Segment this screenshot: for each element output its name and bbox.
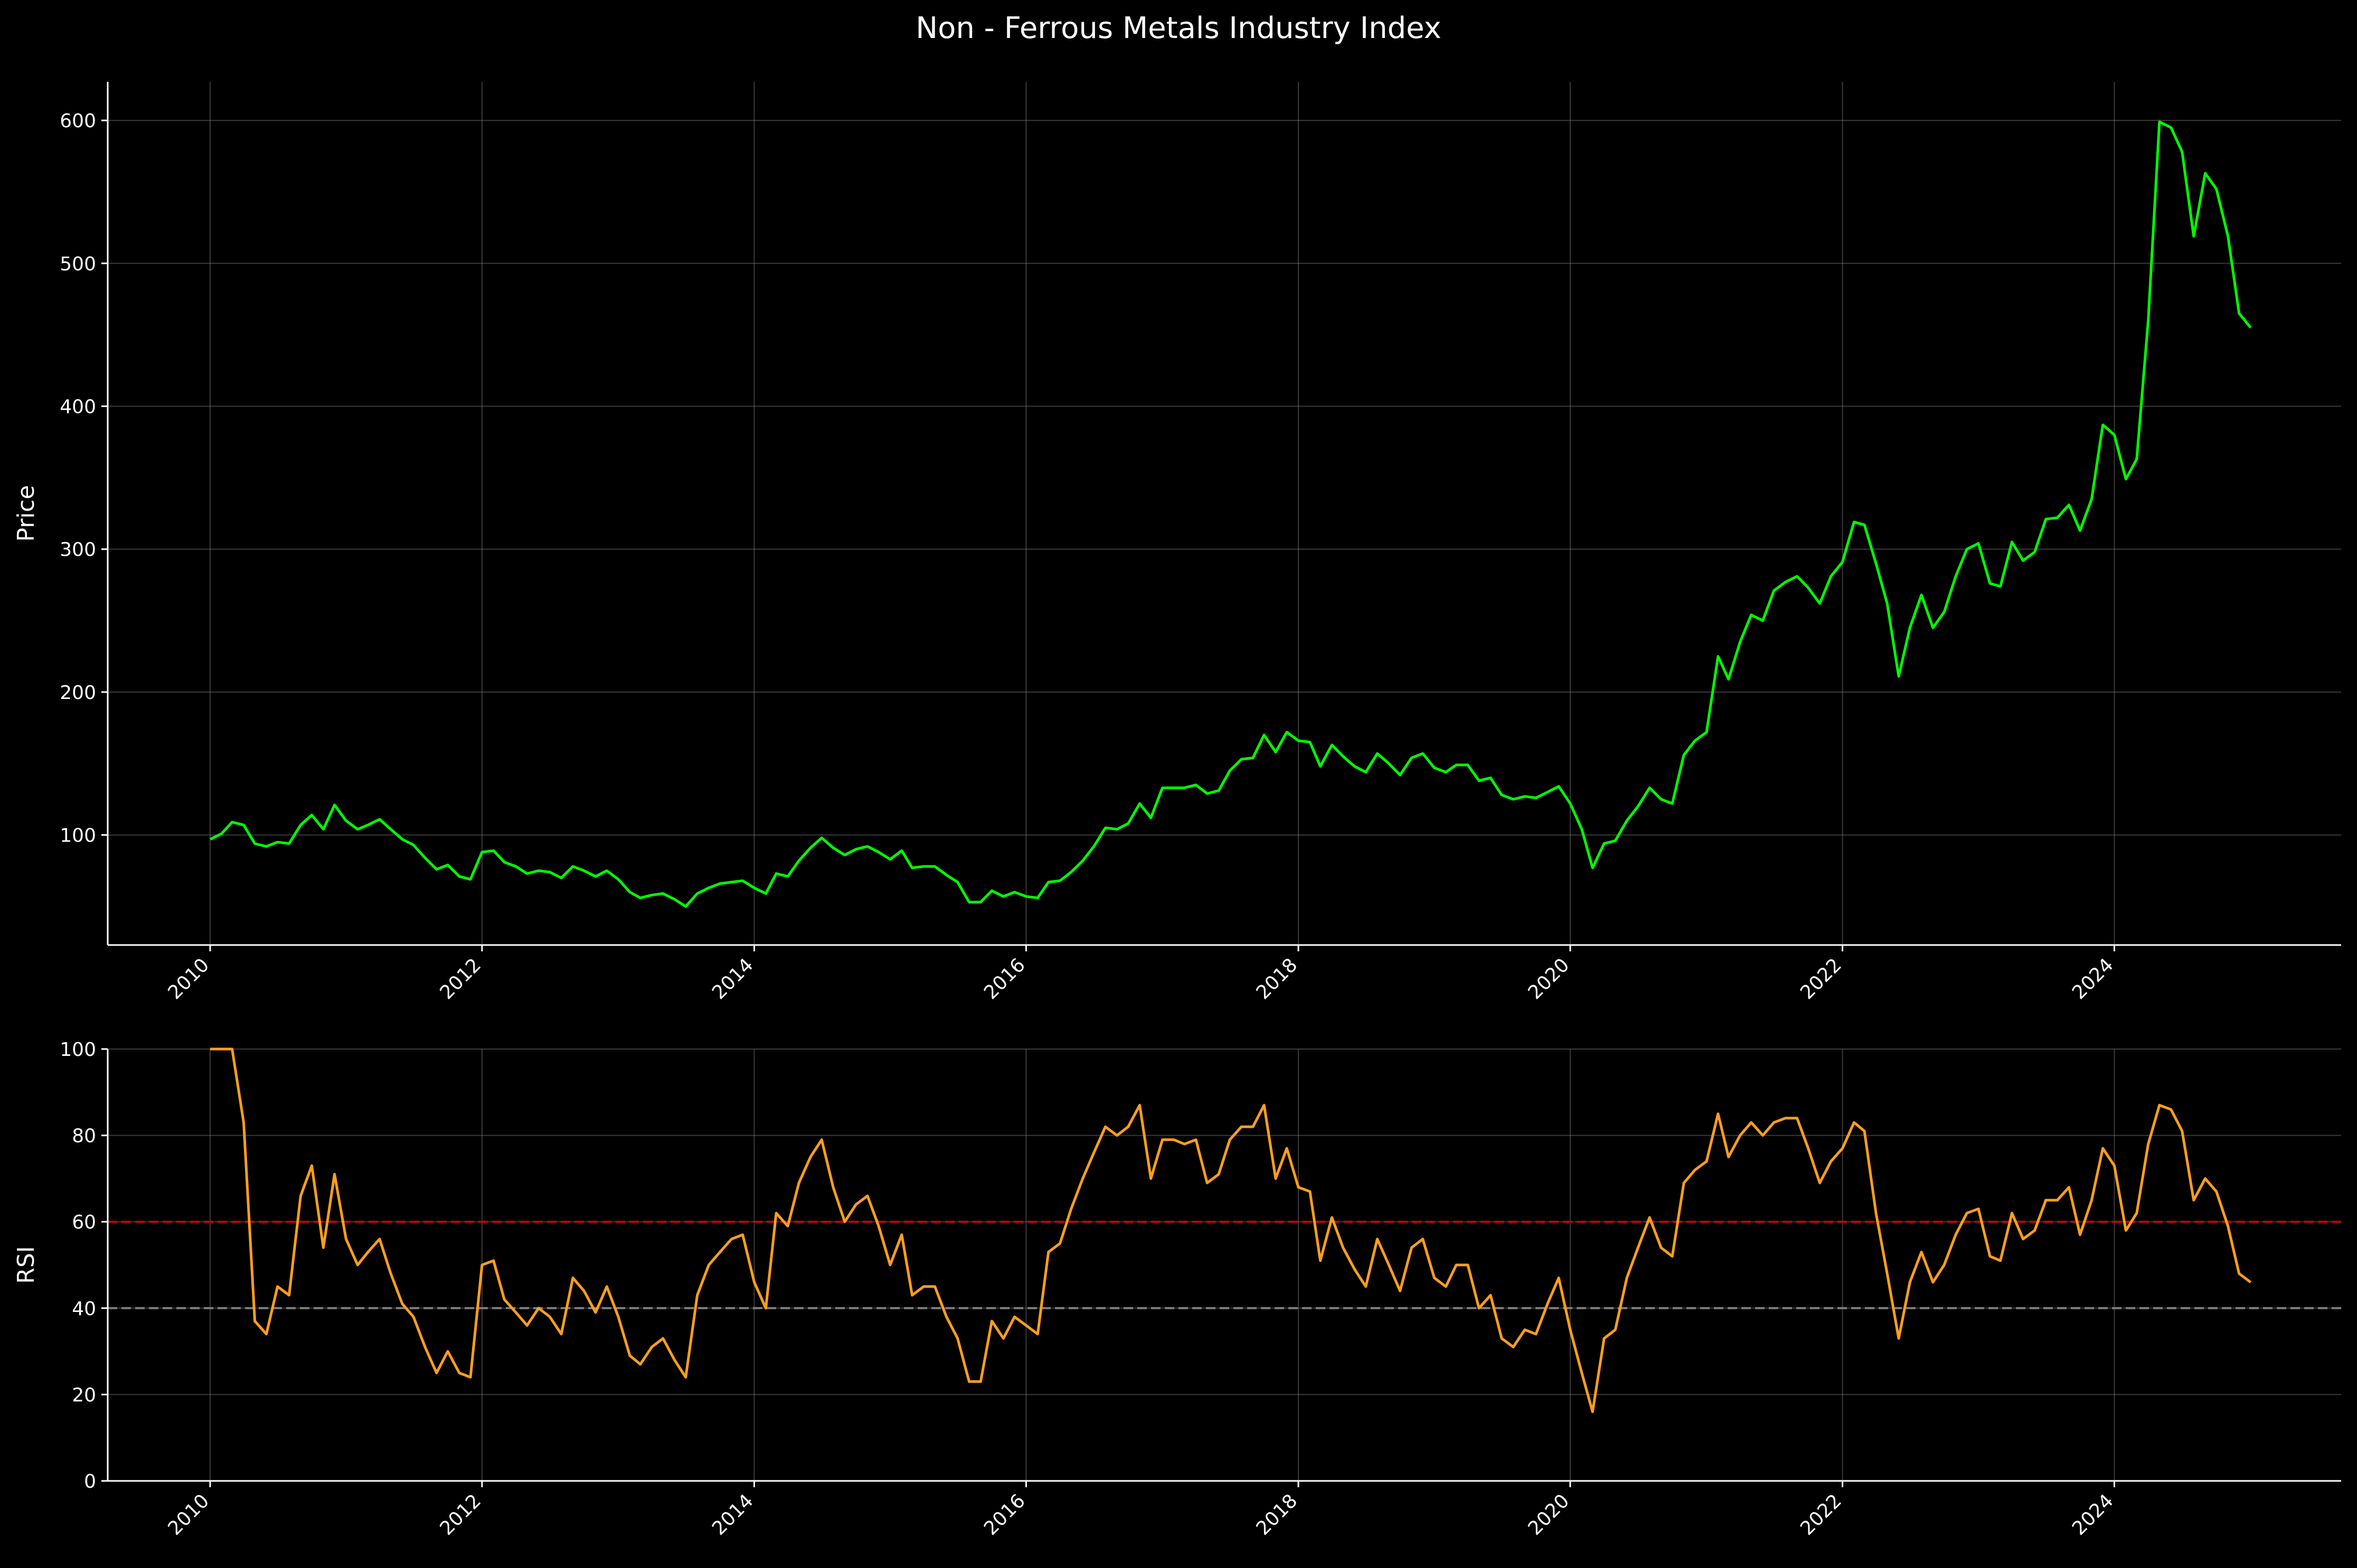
price-axes [101, 82, 2341, 951]
y-tick-label: 400 [60, 396, 96, 418]
y-tick-label: 20 [72, 1384, 96, 1406]
y-tick-label: 200 [60, 682, 96, 704]
y-tick-label: 100 [60, 1039, 96, 1061]
y-tick-label: 100 [60, 825, 96, 847]
price-grid [108, 82, 2341, 945]
y-tick-label: 60 [72, 1212, 96, 1233]
rsi-y-tick-labels: 0 20 40 60 80 100 [60, 1039, 96, 1493]
y-tick-label: 0 [84, 1471, 96, 1493]
rsi-reference-lines [108, 1221, 2341, 1309]
y-tick-label: 40 [72, 1298, 96, 1320]
price-line [209, 120, 2252, 908]
price-y-tick-labels: 100 200 300 400 500 600 [60, 110, 96, 846]
y-tick-label: 600 [60, 110, 96, 132]
y-tick-label: 80 [72, 1126, 96, 1147]
rsi-axis-label: RSI [13, 1246, 40, 1283]
rsi-line [210, 1047, 2252, 1413]
y-tick-label: 300 [60, 539, 96, 561]
rsi-axes [101, 1048, 2341, 1487]
figure-title: Non - Ferrous Metals Industry Index [916, 11, 1441, 45]
y-tick-label: 500 [60, 253, 96, 275]
price-axis-label: Price [13, 485, 40, 542]
